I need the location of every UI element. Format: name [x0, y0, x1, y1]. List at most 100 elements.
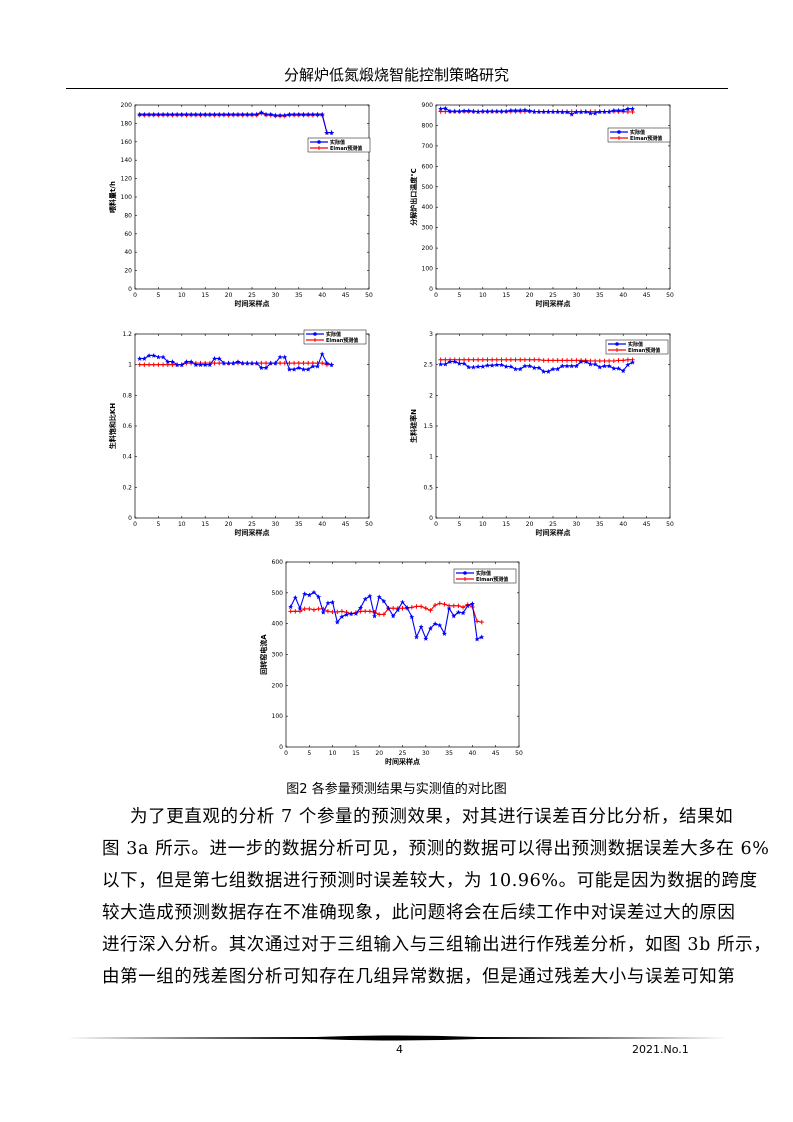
y-tick-label: 160 — [121, 139, 133, 146]
data-point — [625, 109, 631, 115]
x-tick-label: 0 — [284, 750, 288, 757]
data-point — [404, 605, 410, 611]
data-point — [362, 596, 368, 602]
data-point — [441, 631, 447, 636]
x-tick-label: 45 — [643, 521, 651, 528]
x-tick-label: 25 — [549, 292, 557, 299]
data-point — [319, 351, 325, 357]
data-point — [319, 111, 325, 117]
data-point — [409, 614, 415, 620]
data-point — [339, 614, 345, 619]
x-tick-label: 5 — [307, 750, 311, 757]
data-point — [296, 360, 301, 366]
data-point — [202, 111, 208, 117]
data-point — [616, 358, 621, 363]
data-point — [315, 111, 321, 117]
data-point — [381, 612, 387, 617]
data-point — [550, 366, 556, 372]
x-tick-label: 35 — [295, 521, 303, 528]
y-tick-label: 1 — [429, 454, 433, 461]
x-tick-label: 40 — [318, 521, 326, 528]
data-point — [277, 360, 283, 366]
x-tick-label: 35 — [295, 292, 303, 299]
data-point — [202, 362, 208, 368]
data-point — [583, 109, 589, 114]
data-point — [438, 361, 444, 367]
data-point — [541, 358, 546, 363]
data-point — [216, 111, 222, 117]
data-point — [258, 109, 264, 115]
data-point — [297, 605, 303, 611]
legend-marker — [615, 348, 619, 352]
x-tick-label: 10 — [178, 521, 186, 528]
data-point — [455, 609, 461, 615]
x-tick-label: 45 — [342, 292, 350, 299]
data-point — [479, 619, 484, 625]
x-tick-label: 40 — [318, 292, 326, 299]
data-point — [146, 352, 152, 358]
data-point — [353, 610, 359, 616]
y-tick-label: 500 — [272, 590, 284, 597]
data-point — [522, 107, 528, 113]
data-point — [630, 109, 635, 115]
legend-label: Elman预测值 — [628, 347, 660, 354]
data-point — [330, 599, 336, 605]
data-point — [244, 111, 250, 117]
y-tick-label: 3 — [429, 331, 433, 338]
y-tick-label: 600 — [272, 559, 284, 566]
data-point — [475, 357, 481, 362]
data-point — [456, 603, 461, 608]
data-point — [297, 609, 303, 614]
y-tick-label: 60 — [124, 231, 132, 238]
data-point — [494, 108, 500, 114]
data-point — [480, 108, 486, 114]
data-point — [470, 364, 476, 370]
data-point — [291, 366, 297, 372]
data-point — [377, 612, 382, 617]
data-point — [291, 360, 297, 366]
data-point — [376, 594, 382, 600]
x-tick-label: 30 — [272, 521, 280, 528]
data-point — [146, 362, 152, 367]
y-tick-label: 100 — [272, 713, 284, 720]
data-point — [263, 111, 269, 117]
data-point — [432, 602, 438, 608]
data-point — [583, 359, 589, 364]
data-point — [230, 111, 236, 117]
data-point — [499, 362, 505, 368]
y-tick-label: 1.5 — [423, 423, 433, 430]
y-tick-label: 200 — [422, 245, 434, 252]
data-point — [531, 365, 537, 371]
body-line: 较大造成预测数据存在不准确现象，此问题将会在后续工作中对误差过大的原因 — [102, 903, 736, 923]
body-line: 以下，但是第七组数据进行预测时误差较大，为 10.96%。可能是因为数据的跨度 — [102, 871, 758, 891]
data-point — [212, 356, 218, 361]
x-axis-label: 时间采样点 — [235, 299, 270, 308]
y-tick-label: 0 — [128, 515, 132, 522]
data-point — [212, 111, 218, 117]
data-point — [320, 609, 326, 615]
x-tick-label: 20 — [526, 521, 534, 528]
data-point — [513, 107, 519, 113]
y-tick-label: 2.5 — [423, 362, 433, 369]
legend-label: 实际值 — [630, 129, 645, 136]
y-tick-label: 500 — [422, 184, 434, 191]
data-point — [316, 594, 322, 600]
x-tick-label: 40 — [619, 521, 627, 528]
chart-feed-rate: 0 5 10 15 20 25 30 35 40 45 50 0 20 40 60 80 100 120 140 16… — [108, 102, 373, 308]
data-point — [240, 111, 246, 117]
data-point — [282, 354, 288, 360]
data-point — [358, 609, 363, 614]
x-tick-label: 0 — [133, 292, 137, 299]
x-tick-label: 45 — [492, 750, 500, 757]
data-point — [305, 360, 311, 366]
y-tick-label: 2 — [429, 392, 433, 399]
data-point — [471, 357, 476, 362]
data-point — [170, 362, 175, 367]
data-point — [390, 606, 396, 611]
data-point — [456, 360, 462, 366]
data-point — [470, 108, 476, 114]
x-tick-label: 15 — [201, 521, 209, 528]
data-point — [193, 111, 199, 117]
data-point — [151, 352, 157, 358]
x-tick-label: 40 — [469, 750, 477, 757]
